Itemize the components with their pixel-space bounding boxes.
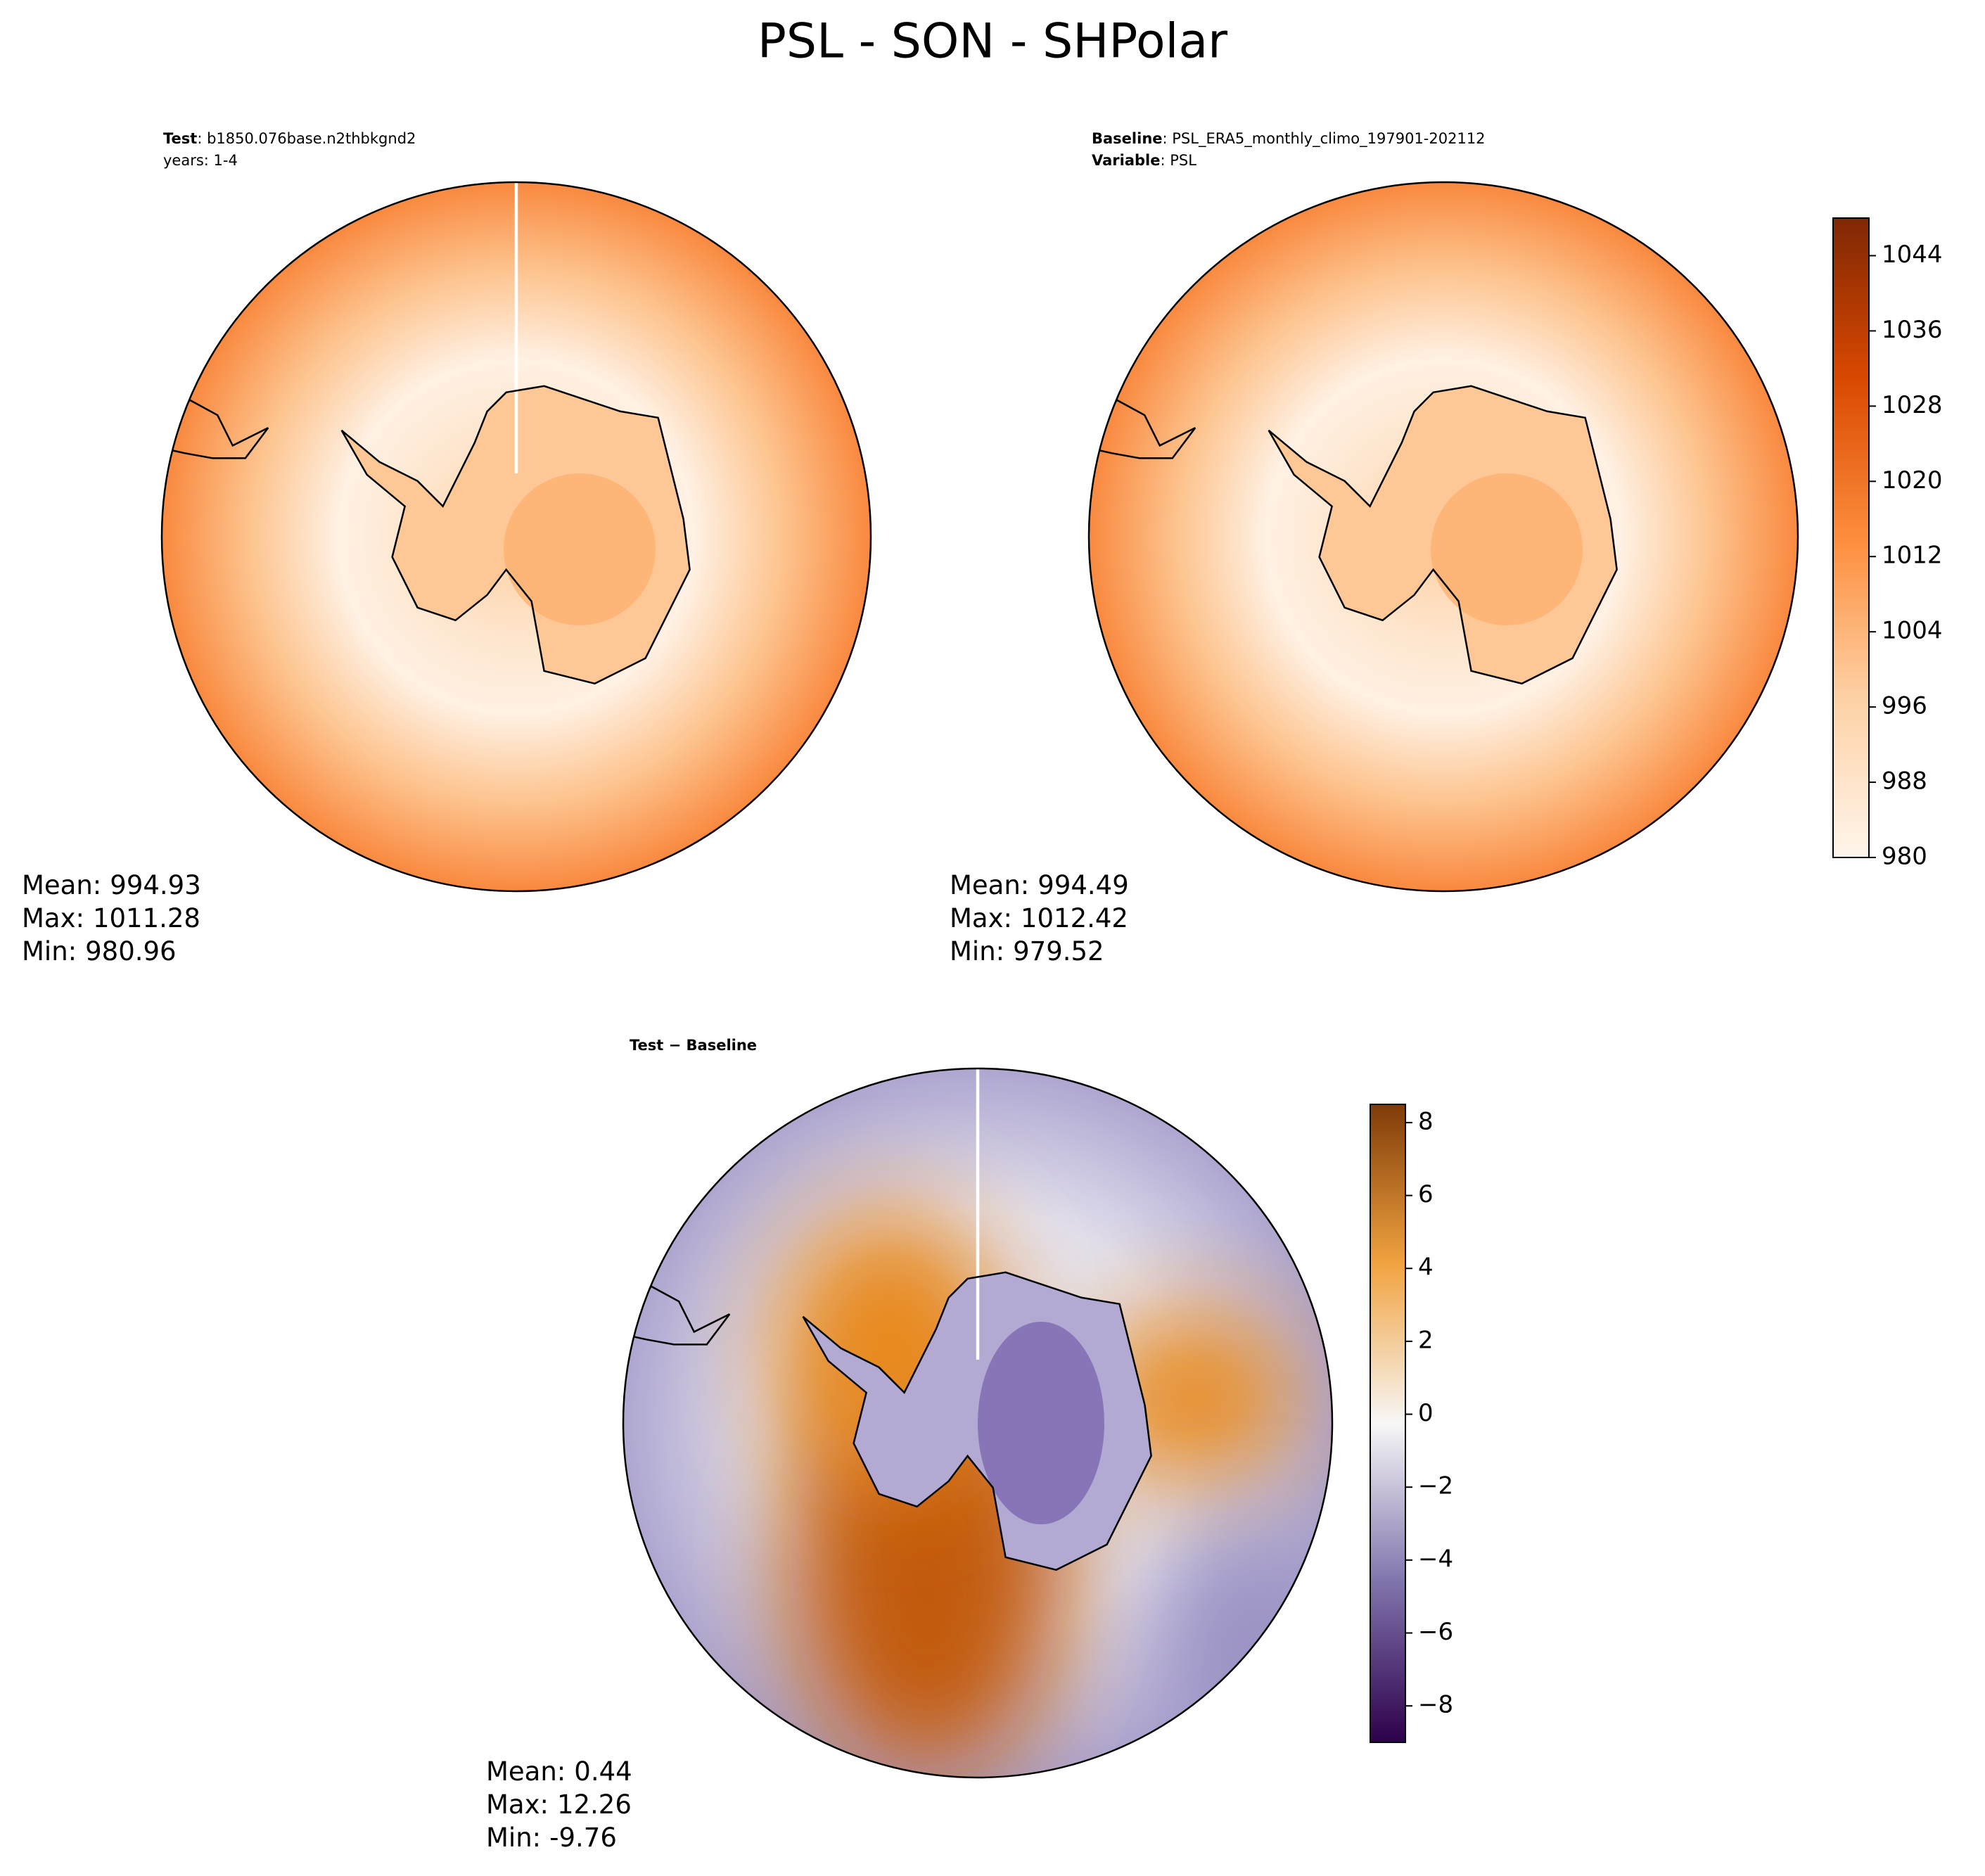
land-core	[978, 1322, 1104, 1524]
colorbar-tick-label: 988	[1882, 767, 1927, 796]
header-bold: Test − Baseline	[630, 1037, 757, 1054]
header-bold: Variable	[1092, 152, 1160, 169]
panel-header: Baseline: PSL_ERA5_monthly_climo_197901-…	[1092, 130, 1486, 148]
stat-value: 1011.28	[93, 903, 200, 933]
stat-value: 994.93	[110, 870, 200, 900]
colorbar-tick-label: 6	[1418, 1180, 1434, 1208]
stat-label: Mean:	[950, 870, 1029, 900]
header-text: : PSL_ERA5_monthly_climo_197901-202112	[1163, 130, 1486, 148]
stat-value: 980.96	[85, 936, 176, 966]
stat: Mean: 0.44	[486, 1756, 632, 1787]
stat-value: 12.26	[557, 1789, 632, 1820]
stat: Mean: 994.49	[950, 870, 1129, 900]
header-text: : b1850.076base.n2thbkgnd2	[197, 130, 416, 147]
stat: Max: 1011.28	[22, 903, 200, 933]
stat: Max: 12.26	[486, 1789, 632, 1820]
colorbar-tick-label: 1036	[1882, 316, 1943, 344]
stat-label: Min:	[950, 936, 1004, 966]
colorbar-tick-label: −8	[1418, 1691, 1453, 1719]
colorbar-tick-label: 996	[1882, 692, 1927, 720]
colorbar-tick-label: 2	[1418, 1326, 1434, 1354]
colorbar-tick-label: 980	[1882, 843, 1927, 871]
stat-label: Max:	[950, 903, 1012, 933]
map-border	[160, 181, 872, 893]
map-border	[622, 1067, 1334, 1779]
stat: Min: 979.52	[950, 936, 1104, 966]
panel-header: Variable: PSL	[1092, 152, 1196, 169]
header-bold: Test	[163, 130, 197, 147]
stat-value: 994.49	[1038, 870, 1128, 900]
colorbar-tick-label: −4	[1418, 1545, 1453, 1573]
stat-label: Mean:	[486, 1756, 566, 1787]
anomaly-blob	[1168, 1524, 1320, 1752]
colorbar-tick-label: 0	[1418, 1399, 1434, 1427]
stat: Min: -9.76	[486, 1823, 617, 1853]
colorbar	[1832, 217, 1870, 858]
stat-label: Min:	[22, 936, 77, 966]
colorbar-tick-label: 8	[1418, 1107, 1434, 1135]
panel-header: years: 1-4	[163, 152, 238, 169]
land-core	[504, 473, 656, 625]
colorbar-tick-label: −6	[1418, 1618, 1453, 1646]
map-field	[162, 182, 871, 891]
field-detail	[775, 1068, 1320, 1778]
stat-label: Max:	[486, 1789, 549, 1820]
header-bold: Baseline	[1092, 130, 1163, 147]
stat-value: 0.44	[574, 1756, 632, 1787]
map-field	[623, 1068, 1332, 1778]
colorbar-tick-label: 1012	[1882, 542, 1943, 570]
header-text: years: 1-4	[163, 152, 238, 169]
colorbar	[1370, 1104, 1406, 1743]
stat: Min: 980.96	[22, 936, 177, 966]
stat-value: 979.52	[1013, 936, 1104, 966]
stat-value: 1012.42	[1021, 903, 1128, 933]
header-text: : PSL	[1160, 152, 1196, 169]
map-field	[1089, 182, 1798, 891]
colorbar-tick-label: 4	[1418, 1253, 1434, 1282]
colorbar-tick-label: 1044	[1882, 241, 1943, 269]
stat-label: Min:	[486, 1823, 541, 1853]
field-detail	[1268, 385, 1617, 684]
stat-value: -9.76	[549, 1823, 617, 1853]
stat: Mean: 994.93	[22, 870, 201, 900]
stat: Max: 1012.42	[950, 903, 1128, 933]
colorbar-tick-label: 1020	[1882, 466, 1943, 494]
colorbar-tick-label: 1028	[1882, 391, 1943, 419]
stat-label: Max:	[22, 903, 84, 933]
stat-label: Mean:	[22, 870, 101, 900]
map-border	[1087, 181, 1799, 893]
field-detail	[341, 182, 690, 684]
panel-header: Test − Baseline	[630, 1037, 757, 1054]
colorbar-tick-label: 1004	[1882, 617, 1943, 645]
panel-header: Test: b1850.076base.n2thbkgnd2	[163, 130, 416, 147]
figure-title: PSL - SON - SHPolar	[758, 14, 1227, 70]
colorbar-tick-label: −2	[1418, 1472, 1453, 1500]
land-core	[1431, 473, 1583, 625]
